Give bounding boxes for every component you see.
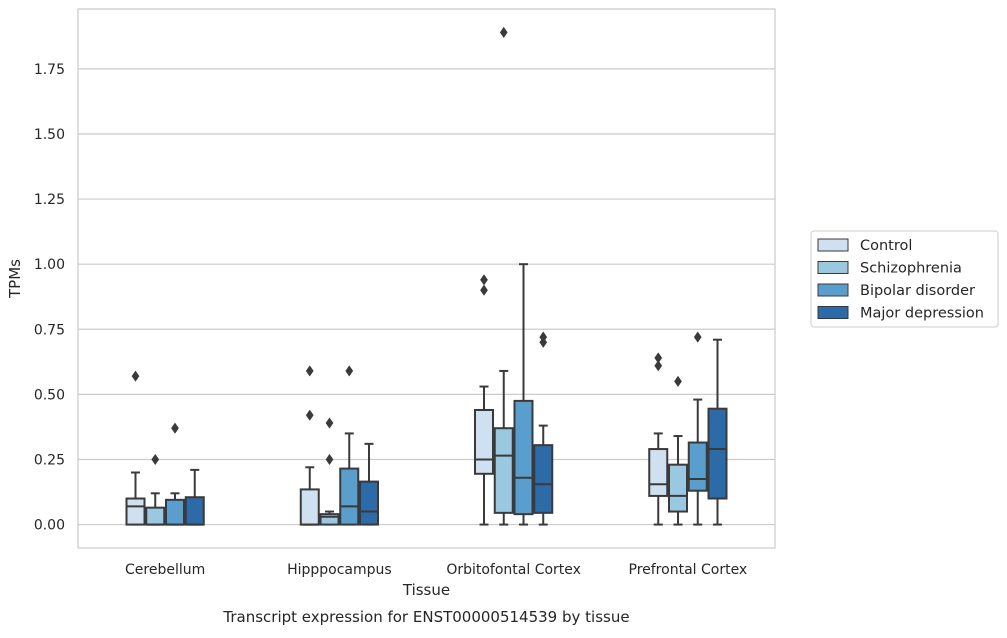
iqr-box xyxy=(165,498,185,526)
iqr-box xyxy=(145,506,166,526)
iqr-box xyxy=(184,496,205,526)
outlier-marker xyxy=(499,26,508,39)
tick-layer: 0.00 0.25 0.50 0.75 1.00 1.25 1.50 1.75 Cerebell… xyxy=(34,62,747,578)
outlier-marker xyxy=(654,352,663,364)
box-layer xyxy=(125,26,728,526)
iqr-box xyxy=(687,441,708,492)
plot-frame xyxy=(77,8,776,549)
legend-swatch xyxy=(817,261,849,274)
box-3-1 xyxy=(668,375,688,526)
box-3-0 xyxy=(648,352,669,526)
box-1-3 xyxy=(359,442,379,526)
iqr-box xyxy=(707,407,728,500)
legend-label: Bipolar disorder xyxy=(860,283,975,299)
outlier-marker xyxy=(131,370,140,382)
x-tick-label: Orbitofontal Cortex xyxy=(446,562,581,578)
box-3-2 xyxy=(687,331,708,526)
outlier-marker xyxy=(171,422,179,434)
box-1-1 xyxy=(319,417,340,526)
legend-label: Major depression xyxy=(860,306,984,322)
iqr-box xyxy=(648,448,669,497)
y-tick-label: 1.00 xyxy=(34,257,65,273)
iqr-box xyxy=(668,463,688,513)
outlier-marker xyxy=(325,417,334,429)
figure-caption: Transcript expression for ENST0000051453… xyxy=(222,608,629,626)
y-tick-label: 0.25 xyxy=(34,452,65,468)
outlier-marker xyxy=(480,274,488,286)
box-1-2 xyxy=(339,365,360,526)
box-0-2 xyxy=(165,422,185,526)
legend-label: Schizophrenia xyxy=(860,261,962,277)
y-tick-label: 1.25 xyxy=(34,192,65,208)
iqr-box xyxy=(299,488,320,526)
iqr-box xyxy=(513,399,534,516)
outlier-marker xyxy=(674,375,682,387)
y-tick-label: 1.50 xyxy=(34,127,65,143)
y-axis-label: TPMs xyxy=(6,259,24,299)
iqr-box xyxy=(474,408,494,475)
y-tick-label: 1.75 xyxy=(34,62,65,78)
legend-swatch xyxy=(817,306,849,319)
x-tick-label: Hipppocampus xyxy=(287,562,392,578)
legend-swatch xyxy=(817,283,849,297)
iqr-box xyxy=(493,427,514,514)
outlier-marker xyxy=(693,331,702,343)
iqr-box xyxy=(359,480,379,526)
box-3-3 xyxy=(707,338,728,526)
iqr-box xyxy=(319,513,340,526)
outlier-marker xyxy=(654,360,663,372)
box-2-1 xyxy=(493,26,514,526)
box-1-0 xyxy=(299,365,320,526)
outlier-marker xyxy=(539,331,548,343)
outlier-marker xyxy=(305,365,314,377)
box-2-2 xyxy=(513,263,534,526)
y-tick-label: 0.00 xyxy=(34,518,65,534)
iqr-box xyxy=(125,497,146,526)
box-2-3 xyxy=(533,331,554,526)
legend-frame xyxy=(810,230,999,328)
iqr-box xyxy=(533,444,554,514)
outlier-marker xyxy=(305,409,314,421)
box-0-0 xyxy=(125,370,146,526)
y-tick-label: 0.50 xyxy=(34,387,65,403)
legend: Control Schizophrenia Bipolar disorder Majo… xyxy=(810,230,999,328)
outlier-marker xyxy=(480,284,488,296)
box-0-1 xyxy=(145,453,166,526)
y-tick-label: 0.75 xyxy=(34,322,65,338)
x-tick-label: Cerebellum xyxy=(125,562,205,578)
outlier-marker xyxy=(325,453,334,466)
legend-label: Control xyxy=(860,238,912,254)
x-tick-label: Prefrontal Cortex xyxy=(629,562,748,578)
box-2-0 xyxy=(474,274,494,526)
outlier-marker xyxy=(151,453,160,466)
x-axis-label: Tissue xyxy=(402,581,450,599)
iqr-box xyxy=(339,467,360,526)
outlier-marker xyxy=(345,365,354,377)
legend-swatch xyxy=(817,238,849,252)
box-0-3 xyxy=(184,468,205,526)
